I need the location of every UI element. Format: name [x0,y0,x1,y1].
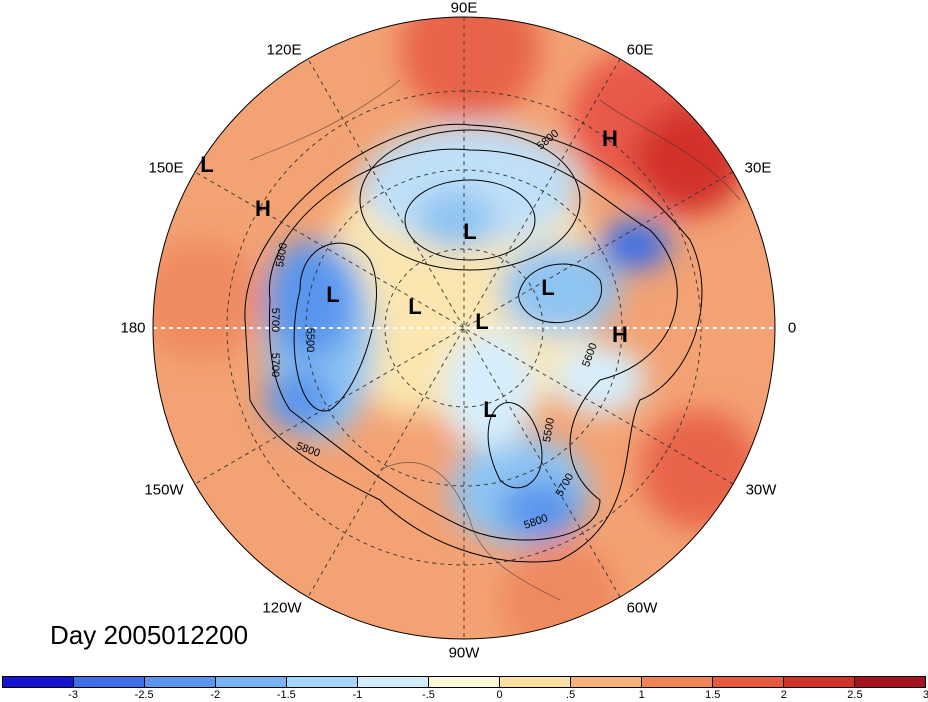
colorbar-segment [3,677,74,687]
pressure-center-low: L [326,282,340,307]
pressure-center-low: L [541,275,555,300]
lon-label-120e: 120E [266,41,302,59]
colorbar-segment [713,677,784,687]
contour-label: 5700 [269,307,281,333]
lon-label-120w: 120W [262,599,302,617]
lon-label-30w: 30W [745,481,777,499]
pressure-center-low: L [483,397,497,422]
colorbar [2,676,926,688]
colorbar-tick-label: .5 [566,689,576,701]
colorbar-segment [145,677,216,687]
colorbar-tick-label: 2 [780,689,787,701]
lon-label-30e: 30E [744,159,772,177]
pressure-center-low: L [408,294,422,319]
colorbar-segment [855,677,925,687]
colorbar-tick-label: -1 [352,689,363,701]
pressure-center-low: L [475,309,489,334]
pressure-center-high: H [612,322,628,347]
colorbar-segment [571,677,642,687]
colorbar-tick-label: -1.5 [276,689,296,701]
colorbar-tick-label: 2.5 [847,689,863,701]
lon-label-150e: 150E [148,159,184,177]
colorbar-tick-label: -.5 [422,689,435,701]
colorbar-segment [74,677,145,687]
colorbar-tick-label: 3 [922,689,928,701]
anomaly-field [153,17,775,639]
lon-label-150w: 150W [144,481,184,499]
colorbar-tick-label: 0 [496,689,503,701]
colorbar-segment [500,677,571,687]
colorbar-tick-label: -3 [68,689,78,701]
colorbar-tick-label: -2 [210,689,221,701]
contour-label: 5700 [269,352,281,378]
colorbar-segment [287,677,358,687]
lon-label-60w: 60W [626,599,658,617]
colorbar-tick-label: 1 [638,689,645,701]
pressure-center-low: L [463,219,477,244]
colorbar-tick-label: -2.5 [134,689,154,701]
colorbar-segment [642,677,713,687]
colorbar-segment [429,677,500,687]
lon-label-0: 0 [787,319,797,337]
lon-label-90w: 90W [448,644,480,662]
map-title: Day 2005012200 [50,620,249,650]
lon-label-90e: 90E [450,0,478,17]
lon-label-60e: 60E [626,41,654,59]
pressure-center-high: H [255,196,271,221]
lon-label-180: 180 [120,319,146,337]
colorbar-segment [216,677,287,687]
pressure-center-low: L [200,152,214,177]
colorbar-tick-label: 1.5 [705,689,721,701]
contour-label: 5500 [304,327,316,353]
colorbar-segment [358,677,429,687]
colorbar-segment [784,677,855,687]
pressure-center-high: H [602,126,618,151]
